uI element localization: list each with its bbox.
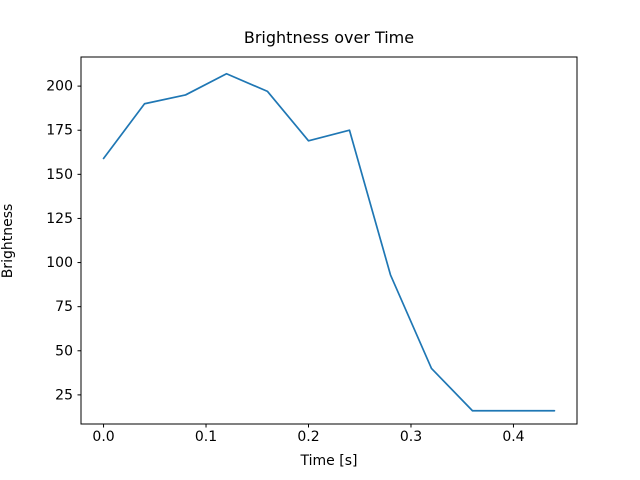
y-tick-label: 150	[46, 167, 73, 183]
plot-area	[81, 57, 577, 424]
y-axis-label: Brightness	[0, 203, 16, 279]
y-tick-label: 200	[46, 79, 73, 95]
x-tick-label: 0.1	[195, 429, 217, 445]
y-tick-label: 25	[55, 387, 73, 403]
y-tick-label: 50	[55, 343, 73, 359]
y-tick-label: 100	[46, 255, 73, 271]
chart-title: Brightness over Time	[243, 28, 415, 47]
data-line-brightness	[102, 72, 556, 412]
x-axis-label: Time [s]	[300, 453, 358, 469]
x-tick-label: 0.2	[297, 429, 319, 445]
y-tick-label: 125	[46, 211, 73, 227]
y-tick-label: 175	[46, 123, 73, 139]
x-tick-label: 0.0	[92, 429, 114, 445]
x-tick-label: 0.3	[400, 429, 422, 445]
y-tick-label: 75	[55, 299, 73, 315]
x-tick-label: 0.4	[502, 429, 524, 445]
axes-spines	[80, 56, 578, 425]
